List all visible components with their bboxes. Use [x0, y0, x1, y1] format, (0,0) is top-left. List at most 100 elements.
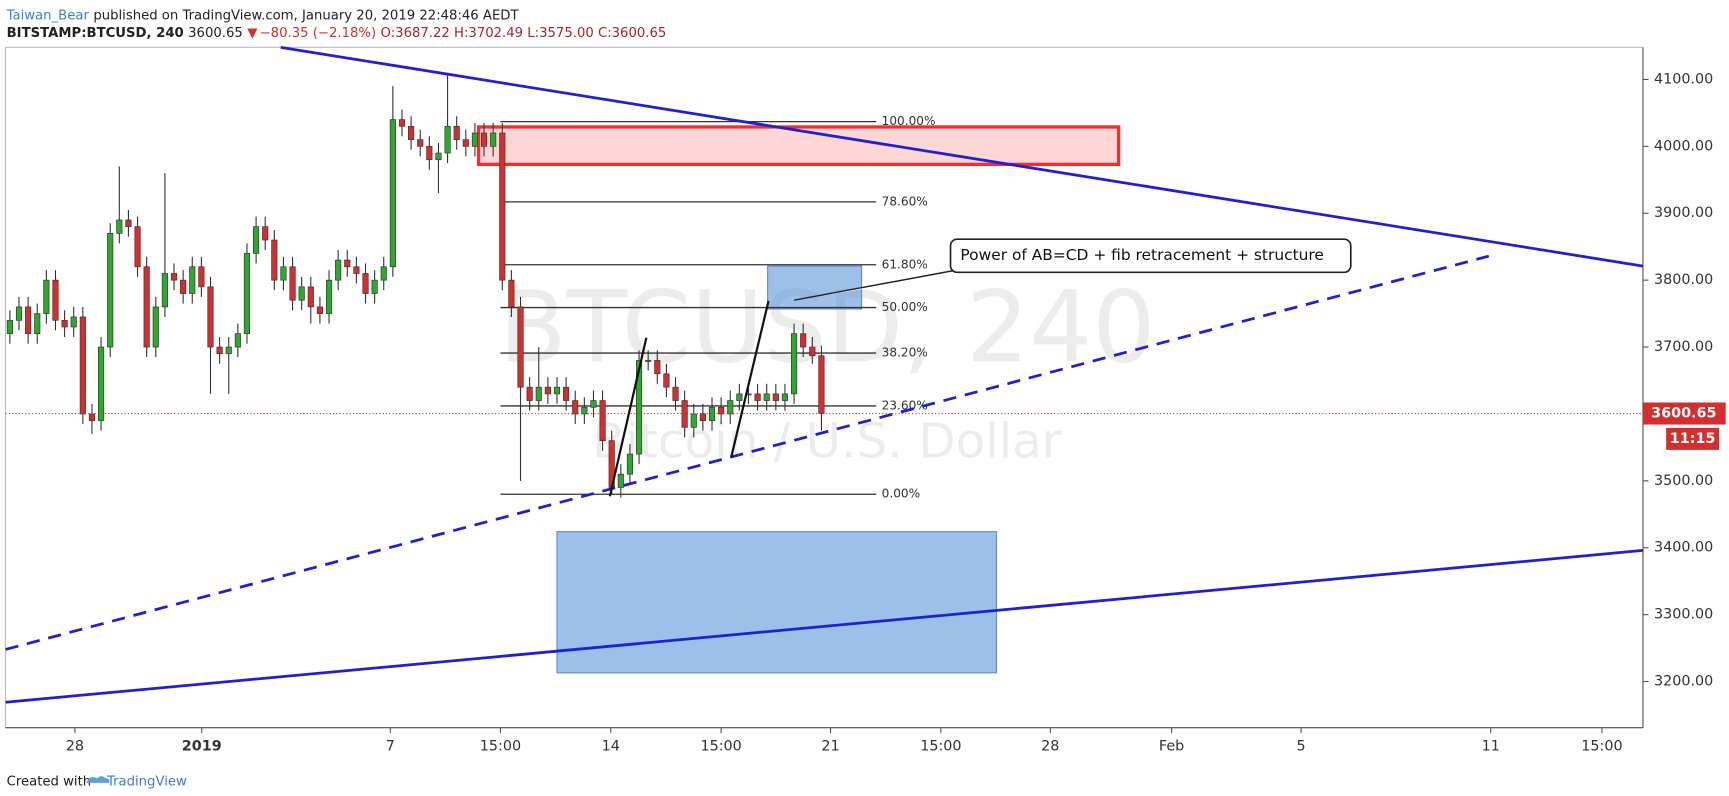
- candle-body: [161, 273, 168, 308]
- candle-body: [61, 319, 68, 328]
- author[interactable]: Taiwan_Bear: [6, 8, 90, 23]
- candle-body: [563, 386, 570, 401]
- candle-body: [435, 152, 442, 161]
- header-line1: Taiwan_Bear published on TradingView.com,…: [6, 8, 520, 23]
- y-tick-label: 3400.00: [1654, 540, 1713, 556]
- y-tick-label: 3800.00: [1654, 272, 1713, 288]
- candle-body: [754, 393, 761, 401]
- candle-body: [398, 119, 406, 127]
- fib-label: 100.00%: [882, 114, 936, 128]
- candle-body: [471, 132, 478, 147]
- candle-body: [170, 273, 178, 281]
- candle-body: [6, 319, 13, 335]
- candle-body: [535, 386, 542, 401]
- last-price-label: 3600.65: [1651, 406, 1716, 422]
- arrow: ▼: [247, 26, 258, 41]
- candle-body: [198, 266, 205, 288]
- x-tick-label: 2019: [182, 738, 222, 754]
- candle-body: [708, 406, 716, 421]
- trendline: [5, 549, 1644, 704]
- candle-body: [289, 266, 296, 301]
- candle-body: [544, 386, 551, 395]
- candle-body: [462, 139, 469, 147]
- candle-body: [517, 306, 524, 388]
- candle-body: [645, 360, 652, 362]
- candle-body: [663, 373, 670, 388]
- callout-text: Power of AB=CD + fib retracement + struc…: [960, 246, 1323, 264]
- candle-body: [344, 259, 351, 268]
- x-tick-label: 11: [1482, 738, 1500, 754]
- candle-body: [800, 333, 807, 348]
- trendline: [608, 337, 648, 497]
- candle-body: [699, 413, 706, 421]
- candle-body: [234, 333, 241, 348]
- zone-box: [767, 265, 863, 310]
- last-price-tag: [1642, 402, 1726, 425]
- candle-body: [626, 453, 634, 475]
- x-tick-label: 15:00: [920, 738, 961, 754]
- candle-body: [25, 306, 32, 335]
- callout-box: [949, 238, 1352, 274]
- candle-body: [490, 132, 497, 147]
- candle-body: [553, 386, 561, 395]
- candle-body: [581, 406, 588, 415]
- zone-box: [476, 125, 1121, 167]
- change: −80.35 (−2.18%): [260, 26, 377, 41]
- candle-body: [371, 279, 378, 294]
- y-tick-label: 3300.00: [1654, 607, 1713, 623]
- candle-body: [654, 360, 661, 375]
- candle-body: [718, 406, 725, 415]
- candle-body: [189, 266, 196, 294]
- candle-body: [353, 266, 360, 274]
- candle-body: [590, 400, 597, 408]
- candle-body: [79, 316, 86, 415]
- candle-body: [818, 355, 825, 414]
- candle-body: [243, 253, 251, 335]
- candle-body: [672, 386, 679, 401]
- fib-label: 38.20%: [882, 346, 928, 360]
- x-tick-label: 21: [821, 738, 839, 754]
- footer-brand[interactable]: TradingView: [106, 775, 187, 790]
- x-tick-label: 5: [1296, 738, 1305, 754]
- candle-body: [152, 306, 159, 348]
- candle-body: [635, 360, 643, 455]
- candle-body: [280, 266, 287, 281]
- y-tick-label: 4100.00: [1654, 71, 1713, 87]
- header-line2: BITSTAMP:BTCUSD, 240 3600.65 ▼ −80.35 (−2.1…: [7, 26, 667, 41]
- candle-body: [253, 226, 260, 254]
- watermark-sub: Bitcoin / U.S. Dollar: [592, 413, 1062, 469]
- brand-logo: [86, 776, 110, 783]
- candle-body: [98, 346, 105, 421]
- candle-body: [43, 279, 50, 314]
- candle-body: [88, 413, 96, 421]
- y-tick-label: 3200.00: [1654, 674, 1713, 690]
- candle-body: [763, 393, 770, 401]
- trendline: [5, 254, 1490, 651]
- x-tick-label: 15:00: [700, 738, 741, 754]
- candle-body: [15, 306, 23, 321]
- x-tick-label: 28: [66, 738, 84, 754]
- fib-label: 61.80%: [882, 257, 928, 271]
- candle-body: [298, 286, 305, 301]
- y-tick-label: 4000.00: [1654, 138, 1713, 154]
- candle-body: [781, 393, 789, 401]
- candle-body: [125, 219, 132, 227]
- candle-body: [335, 259, 342, 281]
- fib-label: 78.60%: [882, 194, 928, 208]
- y-tick-label: 3700.00: [1654, 339, 1713, 355]
- footer-created: Created with: [7, 775, 92, 790]
- symbol: BITSTAMP:BTCUSD, 240: [7, 26, 184, 41]
- x-tick-label: Feb: [1159, 738, 1184, 754]
- x-tick-label: 7: [386, 738, 395, 754]
- candle-body: [271, 239, 278, 281]
- x-tick-label: 28: [1041, 738, 1059, 754]
- candle-body: [772, 393, 779, 401]
- candle-body: [480, 132, 488, 147]
- y-tick-label: 3900.00: [1654, 205, 1713, 221]
- candle-body: [417, 139, 424, 147]
- x-tick-label: 14: [602, 738, 620, 754]
- candle-body: [736, 393, 743, 401]
- candle-body: [599, 400, 606, 442]
- published: published on TradingView.com, January 20…: [93, 8, 519, 23]
